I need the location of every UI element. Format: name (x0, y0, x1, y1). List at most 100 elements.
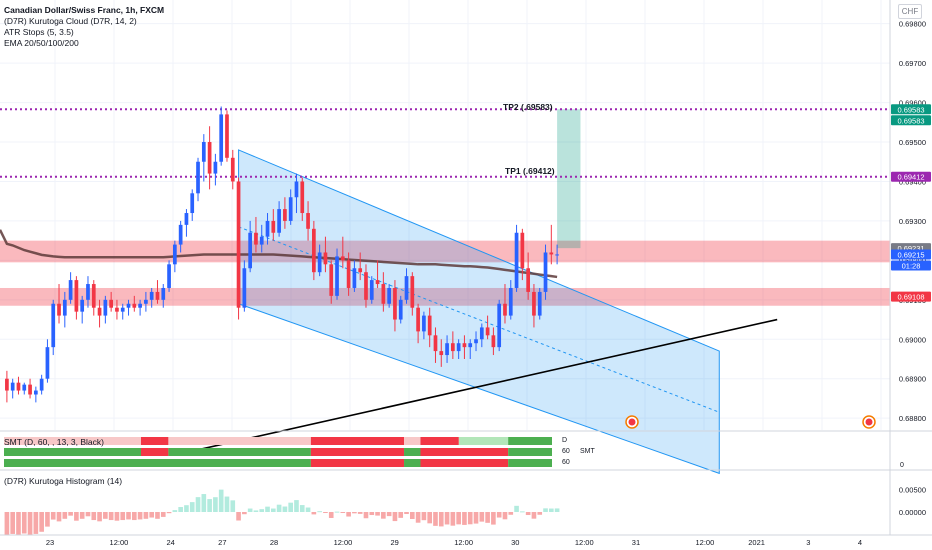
candle-body (445, 343, 449, 356)
candle-body (381, 284, 386, 304)
hist-bar (328, 512, 334, 518)
hist-bar (56, 512, 62, 522)
hist-bar (207, 499, 212, 512)
smt-row-label-d: D (562, 437, 568, 444)
hist-bar (433, 512, 438, 526)
hist-bar (554, 508, 560, 512)
hist-bar (543, 508, 548, 512)
candle-body (190, 193, 195, 214)
candle-body (109, 299, 113, 308)
symbol-title[interactable]: Canadian Dollar/Swiss Franc, 1h, FXCM (4, 5, 165, 15)
hist-bar (508, 512, 514, 515)
candle-body (86, 284, 90, 300)
smt-segment (404, 448, 421, 456)
histogram-title[interactable]: (D7R) Kurutoga Histogram (14) (4, 476, 123, 486)
candle-body (74, 280, 79, 312)
candle-body (126, 303, 131, 308)
candle-body (201, 142, 206, 162)
candle-body (340, 256, 345, 261)
candle-body (149, 291, 154, 300)
time-tick-label: 12:00 (454, 538, 473, 547)
hist-bar (62, 512, 68, 519)
hist-bar (409, 512, 415, 519)
time-tick-label: 12:00 (334, 538, 353, 547)
hist-bar (143, 512, 149, 519)
hist-bar (213, 497, 218, 512)
candle-body (207, 142, 212, 174)
hist-bar (236, 512, 241, 521)
price-grid (0, 0, 890, 430)
price-badge-label: 0.69583 (897, 116, 924, 125)
hist-bar (85, 512, 91, 517)
hist-bar (363, 512, 369, 519)
hist-bar (491, 512, 496, 525)
hist-bar (340, 512, 346, 513)
candle-body (5, 378, 9, 391)
hist-bar (299, 505, 305, 512)
candle-body (242, 268, 247, 308)
smt-segment (420, 437, 459, 445)
hist-bar (91, 512, 97, 521)
candle-body (300, 181, 305, 214)
candle-body (416, 307, 420, 332)
smt-title[interactable]: SMT (D, 60, , 13, 3, Black) (4, 437, 104, 447)
hist-bar (103, 512, 108, 519)
candle-body (80, 299, 85, 312)
price-badge: 0.69583 (891, 104, 931, 115)
hist-bar (375, 512, 380, 516)
tp2-label: TP2 (.69583) (503, 102, 553, 112)
event-icon (862, 415, 876, 429)
candle-body (549, 252, 554, 255)
hist-bar (282, 506, 288, 512)
time-tick-label: 3 (806, 538, 810, 547)
event-icon (625, 415, 639, 429)
candle-body (375, 280, 380, 285)
price-badge-bg (891, 249, 931, 260)
sr-zone (0, 287, 890, 306)
tp-lines (0, 108, 890, 178)
hist-bar (160, 512, 166, 517)
candle-body (91, 284, 96, 308)
hist-bar (473, 512, 479, 524)
candle-body (45, 347, 50, 379)
hist-bar (33, 512, 39, 534)
legend-ema[interactable]: EMA 20/50/100/200 (4, 38, 79, 48)
candle-body (254, 232, 258, 245)
candle-body (555, 254, 559, 256)
price-badge-label: 0.69215 (897, 250, 924, 259)
price-badge-bg (891, 171, 931, 182)
ema-200 (0, 229, 558, 279)
currency-button[interactable]: CHF (898, 4, 922, 19)
price-tick-label: 0.68900 (899, 375, 926, 384)
smt-segment (420, 459, 509, 467)
candle-body (230, 157, 235, 182)
hist-bar (415, 512, 421, 523)
main-pane (0, 0, 890, 475)
candlesticks (5, 106, 559, 403)
hist-bar (531, 512, 537, 519)
hist-bar (39, 512, 44, 532)
hist-bar (4, 512, 10, 536)
price-badge: 01:28 (891, 260, 931, 271)
hist-bar (520, 511, 525, 513)
smt-segment (4, 448, 141, 456)
smt-segment (4, 437, 141, 445)
price-tick-label: 0.69500 (899, 138, 926, 147)
hist-bar (317, 511, 322, 513)
smt-segment (420, 448, 509, 456)
candle-body (225, 114, 229, 158)
legend-atr-stops[interactable]: ATR Stops (5, 3.5) (4, 27, 74, 37)
legend-kurutoga-cloud[interactable]: (D7R) Kurutoga Cloud (D7R, 14, 2) (4, 16, 137, 26)
chart-legend: Canadian Dollar/Swiss Franc, 1h, FXCM (D… (4, 5, 164, 49)
candle-body (514, 232, 519, 288)
smt-row-label-60b: 60 (562, 459, 570, 466)
smt-segment (141, 448, 169, 456)
smt-segment (168, 437, 311, 445)
time-tick-label: 12:00 (696, 538, 715, 547)
candle-body (265, 220, 270, 237)
candle-body (39, 378, 44, 391)
hist-bar (126, 512, 131, 520)
smt-segment (508, 448, 552, 456)
hist-bar (79, 512, 85, 519)
